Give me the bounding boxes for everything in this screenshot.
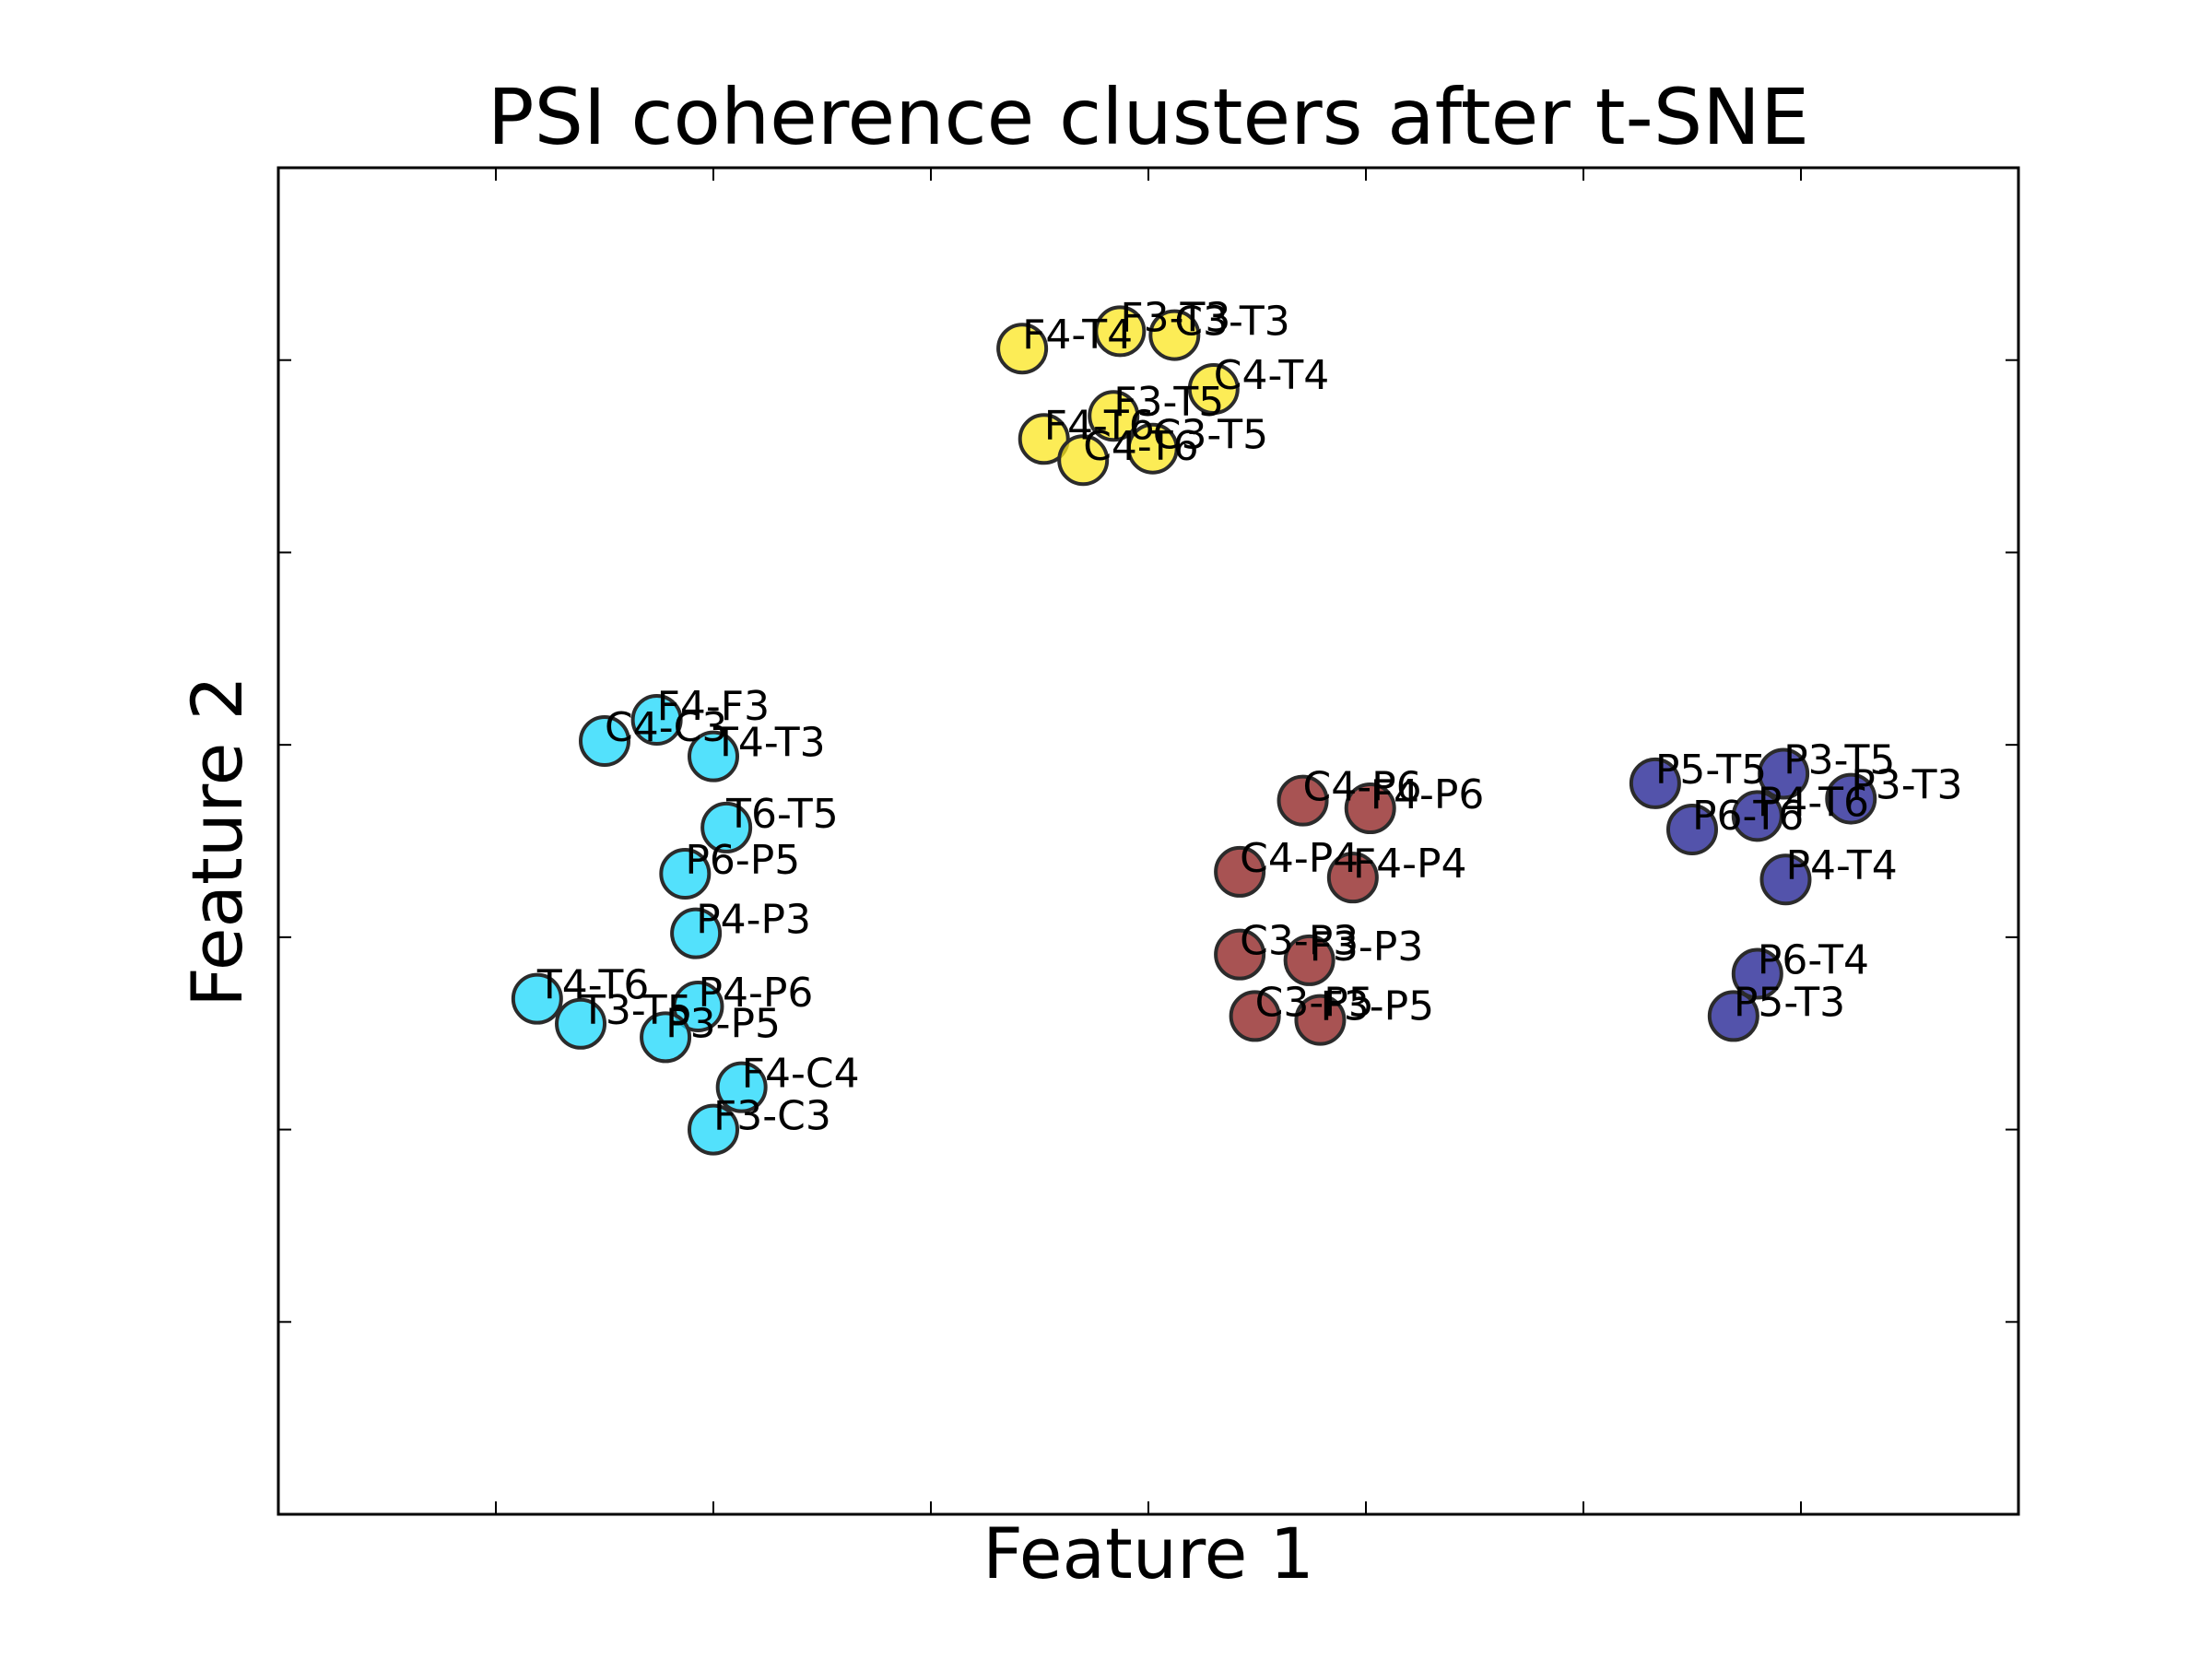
data-point-p4-p6 — [672, 980, 724, 1032]
data-label-p6-t6: P6-T6 — [1692, 793, 1804, 840]
data-point-c4-c3 — [579, 714, 630, 767]
data-point-f4-p4 — [1326, 852, 1379, 904]
data-point-f3-p5 — [1294, 994, 1347, 1046]
data-label-p4-p3: P4-P3 — [696, 897, 811, 944]
data-point-p3-t5 — [1758, 747, 1810, 800]
data-label-p4-t6: P4-T6 — [1758, 779, 1869, 826]
data-label-c3-p5: C3-P5 — [1255, 979, 1374, 1026]
data-label-p6-t4: P6-T4 — [1758, 937, 1869, 984]
data-point-p5-t3 — [1707, 990, 1759, 1042]
data-point-t4-t3 — [688, 730, 739, 782]
data-point-f4-f3 — [630, 694, 683, 747]
data-label-p3-p5: P3-P5 — [665, 1000, 781, 1047]
data-label-c4-t6: C4-T6 — [1083, 423, 1198, 470]
data-point-c3-t5 — [1126, 422, 1179, 475]
data-point-p5-t5 — [1629, 757, 1681, 809]
data-point-f4-t6 — [1018, 413, 1070, 465]
data-point-c3-p3 — [1214, 928, 1266, 981]
data-label-f3-p5: F3-P5 — [1320, 983, 1434, 1030]
data-label-f4-t6: F4-T6 — [1044, 402, 1155, 449]
data-label-f4-p6: F4-P6 — [1371, 771, 1485, 818]
data-point-c3-t3 — [1148, 309, 1201, 361]
data-point-c3-p5 — [1229, 990, 1281, 1042]
data-label-p4-p6: P4-P6 — [698, 970, 813, 1017]
data-point-f3-t3 — [1094, 305, 1147, 358]
axes — [276, 166, 2020, 1516]
data-label-p3-t3: P3-T3 — [1851, 762, 1962, 809]
data-label-f4-c4: F4-C4 — [742, 1051, 860, 1098]
x-axis-label: Feature 1 — [982, 1512, 1314, 1594]
data-point-f4-c4 — [715, 1061, 768, 1113]
data-point-p4-t4 — [1759, 853, 1812, 906]
data-label-t6-t5: T6-T5 — [725, 791, 839, 838]
data-point-p6-t4 — [1731, 947, 1783, 1000]
data-label-c3-p3: C3-P3 — [1240, 918, 1359, 965]
data-label-f3-t3: F3-T3 — [1120, 294, 1230, 341]
data-label-c3-t3: C3-T3 — [1174, 299, 1289, 346]
data-point-c4-t6 — [1057, 434, 1110, 487]
data-label-t4-t6: T4-T6 — [536, 962, 650, 1009]
data-point-f3-t5 — [1088, 390, 1140, 442]
data-point-p4-p3 — [670, 907, 723, 959]
data-label-c4-t4: C4-T4 — [1214, 352, 1329, 399]
data-point-c4-p4 — [1214, 845, 1266, 898]
chart-title: PSI coherence clusters after t-SNE — [488, 72, 1809, 162]
data-label-t3-t5: T3-T5 — [580, 987, 693, 1034]
data-point-t3-t5 — [555, 997, 607, 1050]
data-label-p5-t5: P5-T5 — [1655, 747, 1767, 794]
data-label-c4-c3: C4-C3 — [605, 704, 727, 751]
data-point-p3-p5 — [640, 1011, 692, 1064]
data-point-p6-t6 — [1666, 803, 1718, 855]
data-point-t6-t5 — [700, 801, 753, 853]
data-label-c3-t5: C3-T5 — [1153, 412, 1268, 459]
data-point-c4-t4 — [1187, 363, 1240, 416]
data-point-f3-p3 — [1283, 934, 1335, 986]
data-label-c4-p6: C4-P6 — [1303, 764, 1422, 811]
data-label-f3-t5: F3-T5 — [1113, 379, 1224, 426]
data-label-c4-p4: C4-P4 — [1240, 835, 1359, 882]
data-label-f4-t4: F4-T4 — [1022, 312, 1133, 359]
y-axis-label: Feature 2 — [176, 676, 258, 1007]
data-label-p5-t3: P5-T3 — [1734, 979, 1845, 1026]
data-label-p6-p5: P6-P5 — [685, 837, 800, 884]
data-label-f3-c3: F3-C3 — [713, 1093, 831, 1140]
data-point-f4-t4 — [996, 323, 1049, 375]
data-label-f4-f3: F4-F3 — [657, 683, 770, 730]
data-point-f3-c3 — [688, 1103, 739, 1156]
data-point-c4-p6 — [1277, 774, 1329, 827]
data-point-p6-p5 — [659, 847, 712, 900]
data-points — [511, 305, 1877, 1156]
data-point-p3-t3 — [1825, 772, 1877, 825]
data-label-f4-p4: F4-P4 — [1353, 841, 1467, 888]
data-point-p4-t6 — [1731, 790, 1783, 842]
data-point-t4-t6 — [511, 972, 563, 1025]
data-point-f4-p6 — [1344, 782, 1396, 835]
data-label-t4-t3: T4-T3 — [712, 720, 826, 767]
data-label-f3-p3: F3-P3 — [1310, 924, 1424, 971]
data-label-p4-t4: P4-T4 — [1785, 842, 1897, 889]
data-label-p3-t5: P3-T5 — [1783, 736, 1895, 783]
